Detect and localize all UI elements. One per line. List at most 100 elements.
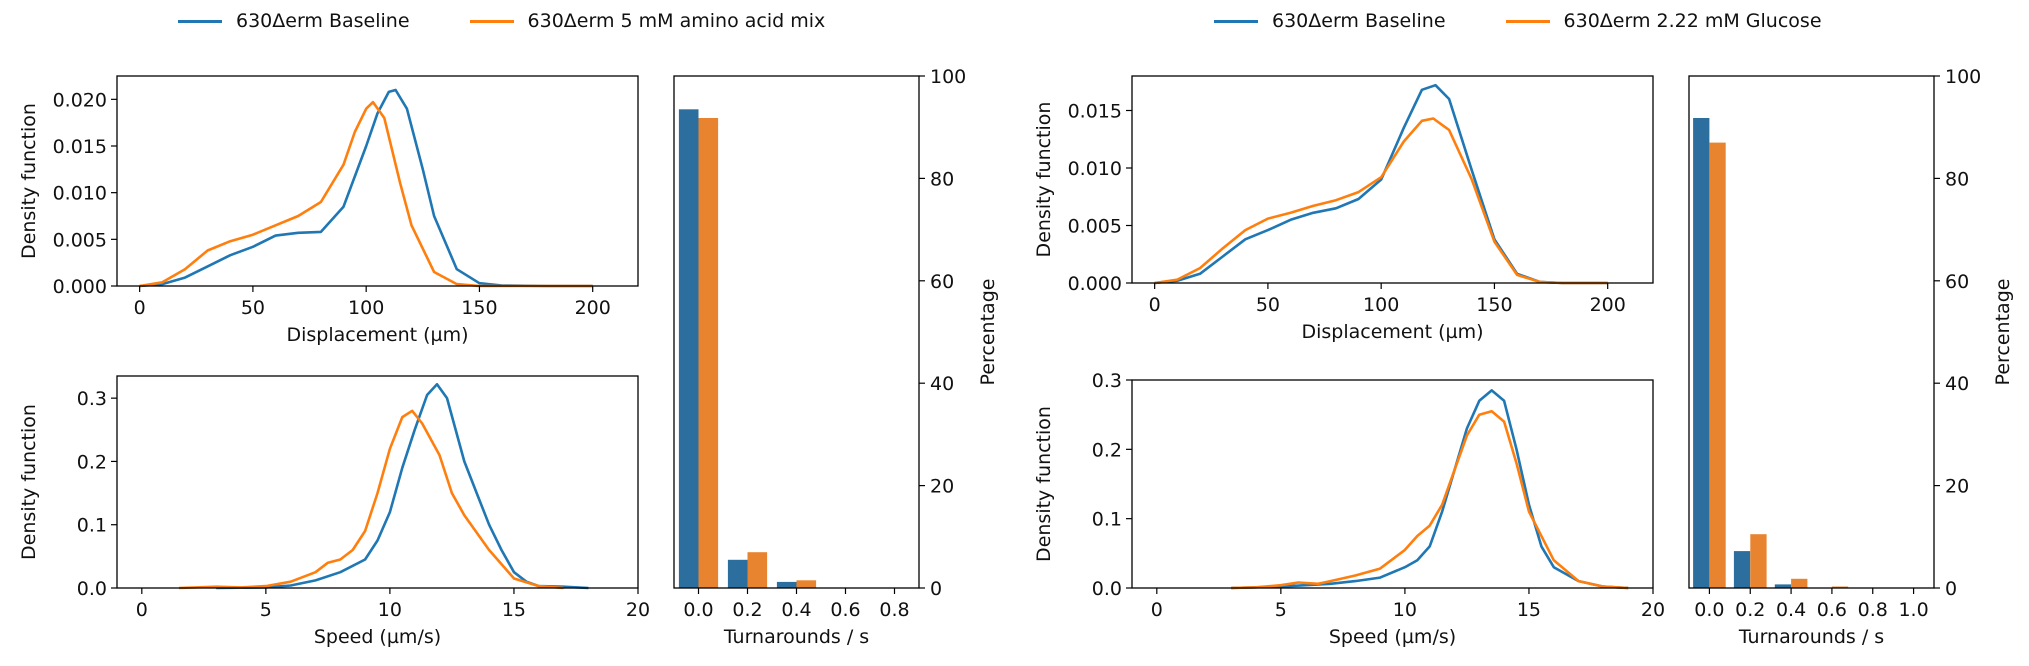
x-tick-label: 150 xyxy=(1476,294,1512,316)
bar-baseline xyxy=(727,559,748,588)
legend-swatch-baseline xyxy=(178,19,222,23)
y-tick-label: 0 xyxy=(1945,578,1957,600)
y-tick-label: 20 xyxy=(930,476,954,498)
y-tick-label: 100 xyxy=(930,66,966,88)
legend-label-treated: 630Δerm 2.22 mM Glucose xyxy=(1563,10,1822,32)
x-tick-label: 50 xyxy=(241,297,265,319)
x-tick-label: 0 xyxy=(1151,599,1163,621)
y-tick-label: 40 xyxy=(930,373,954,395)
x-tick-label: 15 xyxy=(502,599,526,621)
y-tick-label: 0.010 xyxy=(53,183,107,205)
y-axis-label: Percentage xyxy=(1992,279,2014,386)
x-tick-label: 0 xyxy=(1149,294,1161,316)
chart-6: 0.0 0.2 0.4 0.6 0.8 1.0 0 20 40 60 80 100 Turnaround… xyxy=(1688,66,2014,648)
series-line-treated xyxy=(178,409,564,590)
y-tick-label: 60 xyxy=(1945,271,1969,293)
y-tick-label: 0.1 xyxy=(77,515,107,537)
x-axis-label: Turnarounds / s xyxy=(1738,626,1884,648)
plot-frame xyxy=(1688,75,1935,589)
y-tick-label: 0.000 xyxy=(53,276,107,298)
y-tick-label: 100 xyxy=(1945,66,1981,88)
bar-treated xyxy=(1831,586,1849,588)
legend-right: 630Δerm Baseline 630Δerm 2.22 mM Glucose xyxy=(1214,10,1822,32)
y-axis-label: Density function xyxy=(18,103,40,259)
series-line-baseline xyxy=(139,88,593,288)
y-tick-label: 0 xyxy=(930,578,942,600)
x-axis-label: Displacement (µm) xyxy=(286,324,468,346)
y-axis-label: Density function xyxy=(18,404,40,560)
x-tick-label: 20 xyxy=(1641,599,1665,621)
x-tick-label: 20 xyxy=(626,599,650,621)
y-tick-label: 0.020 xyxy=(53,89,107,111)
legend-swatch-treated xyxy=(1505,19,1550,23)
bar-baseline xyxy=(776,581,797,588)
legend-swatch-treated xyxy=(469,19,514,23)
series-line-treated xyxy=(1231,409,1629,590)
legend-item-treated: 630Δerm 5 mM amino acid mix xyxy=(469,10,826,32)
y-tick-label: 60 xyxy=(930,271,954,293)
x-tick-label: 0.2 xyxy=(732,599,762,621)
y-tick-label: 0.3 xyxy=(1092,370,1122,392)
plot-frame xyxy=(1131,75,1654,284)
series-line-treated xyxy=(1154,117,1608,285)
x-tick-label: 0.0 xyxy=(1694,599,1724,621)
x-tick-label: 100 xyxy=(348,297,384,319)
legend-item-baseline: 630Δerm Baseline xyxy=(1214,10,1446,32)
x-tick-label: 0 xyxy=(134,297,146,319)
y-axis-label: Density function xyxy=(1033,102,1055,258)
y-tick-label: 0.3 xyxy=(77,388,107,410)
series-line-baseline xyxy=(1154,83,1608,285)
bar-baseline xyxy=(1774,584,1792,588)
y-tick-label: 0.010 xyxy=(1068,158,1122,180)
y-tick-label: 0.015 xyxy=(53,136,107,158)
y-tick-label: 0.0 xyxy=(77,578,107,600)
x-axis-label: Speed (µm/s) xyxy=(1329,626,1456,648)
x-tick-label: 0 xyxy=(136,599,148,621)
bar-baseline xyxy=(678,109,699,589)
x-tick-label: 0.4 xyxy=(1776,599,1806,621)
legend-label-baseline: 630Δerm Baseline xyxy=(1272,10,1446,32)
bar-treated xyxy=(698,118,719,588)
y-tick-label: 0.005 xyxy=(1068,216,1122,238)
plot-frame xyxy=(116,375,639,589)
series-line-baseline xyxy=(216,382,589,590)
x-tick-label: 200 xyxy=(1590,294,1626,316)
chart-3: 0.0 0.2 0.4 0.6 0.8 0 20 40 60 80 100 Turnarounds /… xyxy=(673,66,999,648)
x-tick-label: 0.4 xyxy=(781,599,811,621)
bar-treated xyxy=(1750,534,1767,588)
y-axis-label: Density function xyxy=(1033,406,1055,562)
chart-5: 0 5 10 15 20 0.0 0.1 0.2 0.3 Speed (µm/s) Density … xyxy=(1033,370,1665,648)
bar-treated xyxy=(796,580,817,588)
x-axis-label: Displacement (µm) xyxy=(1301,321,1483,343)
x-axis-label: Turnarounds / s xyxy=(723,626,869,648)
legend-label-baseline: 630Δerm Baseline xyxy=(236,10,410,32)
y-tick-label: 0.000 xyxy=(1068,273,1122,295)
x-tick-label: 5 xyxy=(260,599,272,621)
x-tick-label: 10 xyxy=(378,599,402,621)
bar-baseline xyxy=(1733,551,1751,588)
plot-frame xyxy=(1131,379,1654,589)
legend-item-baseline: 630Δerm Baseline xyxy=(178,10,410,32)
x-tick-label: 0.6 xyxy=(830,599,860,621)
y-tick-label: 0.2 xyxy=(77,451,107,473)
y-tick-label: 40 xyxy=(1945,373,1969,395)
chart-1: 0 50 100 150 200 0.000 0.005 0.010 0.015 0.020 Dis… xyxy=(18,75,639,346)
bar-treated xyxy=(747,552,768,588)
bar-baseline xyxy=(1693,118,1710,588)
y-tick-label: 0.005 xyxy=(53,229,107,251)
legend-left: 630Δerm Baseline 630Δerm 5 mM amino acid… xyxy=(178,10,825,32)
x-tick-label: 150 xyxy=(461,297,497,319)
legend-swatch-baseline xyxy=(1214,19,1258,23)
series-line-baseline xyxy=(1231,389,1629,590)
plot-frame xyxy=(116,75,639,287)
x-tick-label: 0.6 xyxy=(1817,599,1847,621)
bar-treated xyxy=(1791,578,1808,588)
chart-4: 0 50 100 150 200 0.000 0.005 0.010 0.015 Displace… xyxy=(1033,75,1654,343)
x-tick-label: 10 xyxy=(1393,599,1417,621)
x-tick-label: 15 xyxy=(1517,599,1541,621)
y-tick-label: 20 xyxy=(1945,476,1969,498)
x-tick-label: 100 xyxy=(1363,294,1399,316)
legend-label-treated: 630Δerm 5 mM amino acid mix xyxy=(527,10,826,32)
y-tick-label: 80 xyxy=(1945,168,1969,190)
